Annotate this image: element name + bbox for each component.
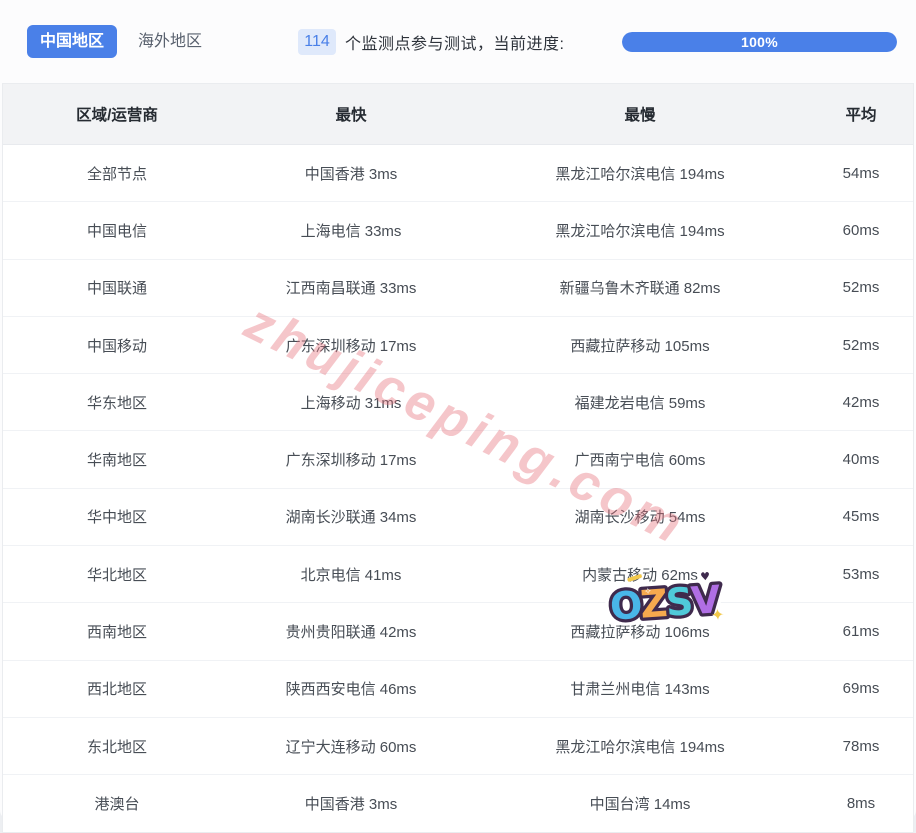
cell-slowest: 湖南长沙移动 54ms — [574, 509, 706, 527]
header-cell-fastest: 最快 — [335, 107, 367, 124]
cell-region: 西南地区 — [86, 624, 147, 642]
cell-average: 60ms — [842, 221, 880, 239]
latency-results-table: 区域/运营商 最快 最慢 平均 全部节点 中国香港 3ms 黑龙江哈尔滨电信 194ms 5… — [2, 83, 914, 833]
cell-fastest: 上海电信 33ms — [300, 222, 402, 240]
cell-average: 78ms — [842, 737, 880, 755]
cell-average: 53ms — [842, 565, 880, 583]
header-cell-slowest: 最慢 — [624, 107, 656, 124]
table-row: 中国移动 广东深圳移动 17ms 西藏拉萨移动 105ms 52ms — [3, 315, 913, 374]
cell-fastest: 中国香港 3ms — [304, 165, 398, 183]
cell-region: 华中地区 — [86, 509, 147, 527]
cell-fastest: 江西南昌联通 33ms — [285, 280, 417, 298]
progress-label: 100% — [740, 33, 778, 50]
cell-region: 华东地区 — [86, 394, 147, 412]
cell-region: 东北地区 — [86, 738, 147, 756]
cell-fastest: 广东深圳移动 17ms — [285, 452, 417, 470]
cell-fastest: 广东深圳移动 17ms — [285, 337, 417, 355]
cell-fastest: 北京电信 41ms — [300, 566, 402, 584]
cell-region: 全部节点 — [86, 165, 147, 183]
header-cell-average: 平均 — [845, 107, 877, 124]
progress-fill — [622, 31, 897, 52]
cell-slowest: 西藏拉萨移动 105ms — [570, 337, 710, 355]
tab-overseas-region[interactable]: 海外地区 — [136, 25, 204, 58]
table-row: 全部节点 中国香港 3ms 黑龙江哈尔滨电信 194ms 54ms — [3, 145, 913, 202]
cell-slowest: 福建龙岩电信 59ms — [574, 394, 706, 412]
table-row: 中国联通 江西南昌联通 33ms 新疆乌鲁木齐联通 82ms 52ms — [3, 258, 913, 316]
cell-slowest: 内蒙古移动 62ms — [582, 566, 698, 584]
cell-fastest: 贵州贵阳联通 42ms — [285, 624, 417, 642]
table-header-row: 区域/运营商 最快 最慢 平均 — [3, 84, 913, 145]
tab-china-region[interactable]: 中国地区 — [27, 24, 118, 59]
cell-fastest: 上海移动 31ms — [300, 394, 402, 412]
table-row: 中国电信 上海电信 33ms 黑龙江哈尔滨电信 194ms 60ms — [3, 201, 913, 259]
table-row: 西北地区 陕西西安电信 46ms 甘肃兰州电信 143ms 69ms — [3, 659, 913, 717]
cell-slowest: 甘肃兰州电信 143ms — [570, 681, 710, 699]
progress-bar: 100% — [622, 31, 897, 52]
cell-region: 西北地区 — [86, 681, 147, 699]
cell-average: 61ms — [842, 623, 880, 641]
cell-region: 中国联通 — [86, 280, 147, 298]
table-row: 华南地区 广东深圳移动 17ms 广西南宁电信 60ms 40ms — [3, 430, 913, 488]
cell-slowest: 中国台湾 14ms — [589, 795, 691, 813]
cell-average: 69ms — [842, 680, 880, 698]
cell-region: 中国电信 — [86, 222, 147, 240]
cell-average: 54ms — [842, 164, 880, 182]
cell-average: 8ms — [846, 794, 876, 812]
top-bar: 中国地区 海外地区 114 个监测点参与测试，当前进度: 100% — [0, 0, 916, 83]
cell-fastest: 湖南长沙联通 34ms — [285, 509, 417, 527]
table-row: 华北地区 北京电信 41ms 内蒙古移动 62ms 53ms — [3, 545, 913, 603]
monitor-status-text: 个监测点参与测试，当前进度: — [345, 35, 565, 53]
table-row: 港澳台 中国香港 3ms 中国台湾 14ms 8ms — [3, 774, 913, 832]
cell-fastest: 陕西西安电信 46ms — [285, 681, 417, 699]
cell-average: 42ms — [842, 393, 880, 411]
cell-fastest: 辽宁大连移动 60ms — [285, 738, 417, 756]
cell-average: 45ms — [842, 508, 880, 526]
cell-slowest: 广西南宁电信 60ms — [574, 452, 706, 470]
cell-region: 华南地区 — [86, 452, 147, 470]
table-row: 华中地区 湖南长沙联通 34ms 湖南长沙移动 54ms 45ms — [3, 487, 913, 546]
cell-slowest: 黑龙江哈尔滨电信 194ms — [555, 222, 725, 240]
header-cell-region: 区域/运营商 — [76, 107, 158, 124]
cell-slowest: 黑龙江哈尔滨电信 194ms — [555, 738, 725, 756]
cell-slowest: 黑龙江哈尔滨电信 194ms — [555, 165, 725, 183]
table-row: 华东地区 上海移动 31ms 福建龙岩电信 59ms 42ms — [3, 373, 913, 431]
cell-region: 华北地区 — [86, 566, 147, 584]
cell-average: 52ms — [842, 336, 880, 354]
cell-region: 港澳台 — [94, 795, 140, 813]
table-row: 东北地区 辽宁大连移动 60ms 黑龙江哈尔滨电信 194ms 78ms — [3, 716, 913, 775]
table-row: 西南地区 贵州贵阳联通 42ms 西藏拉萨移动 106ms 61ms — [3, 602, 913, 660]
cell-fastest: 中国香港 3ms — [304, 795, 398, 813]
table-body: 全部节点 中国香港 3ms 黑龙江哈尔滨电信 194ms 54ms 中国电信 上海电信 3… — [3, 145, 913, 832]
cell-slowest: 新疆乌鲁木齐联通 82ms — [559, 280, 721, 298]
cell-average: 40ms — [842, 451, 880, 469]
cell-average: 52ms — [842, 279, 880, 297]
cell-region: 中国移动 — [86, 337, 147, 355]
monitor-count-badge: 114 — [298, 28, 337, 55]
cell-slowest: 西藏拉萨移动 106ms — [570, 624, 710, 642]
